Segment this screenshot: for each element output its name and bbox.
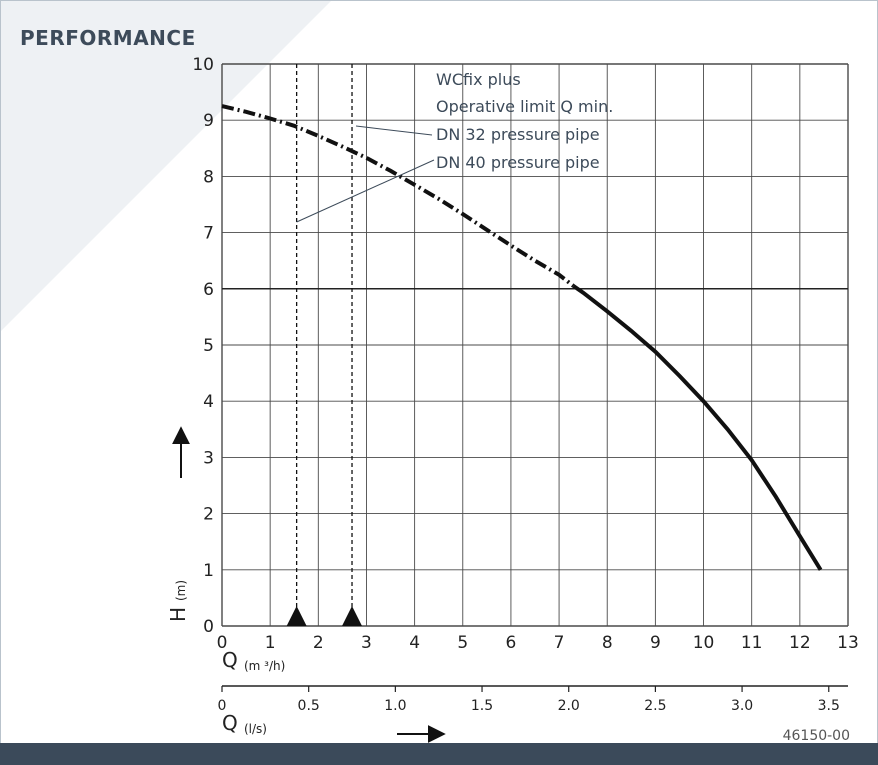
secondary-tick-label: 1.5 [471,698,493,714]
x-tick-label: 7 [554,633,565,653]
secondary-tick-label: 2.0 [558,698,580,714]
legend-dn40: DN 40 pressure pipe [436,153,600,172]
y-tick-label: 9 [203,111,214,131]
x-tick-label: 12 [789,633,811,653]
secondary-tick-label: 0 [218,698,227,714]
leader-dn32 [355,125,433,136]
curve-solid-segment [572,284,823,571]
y-tick-label: 0 [203,617,214,637]
legend: WCfix plus Operative limit Q min. DN 32 … [436,70,613,172]
y-tick-label: 5 [203,336,214,356]
y-axis-symbol: H [166,607,190,622]
x2-axis-symbol: Q [222,711,238,735]
corner-decoration [1,1,331,331]
x-tick-label: 1 [265,633,276,653]
y-tick-label: 4 [203,392,214,412]
x-axis-symbol: Q [222,648,238,672]
legend-leader-lines [296,125,435,223]
secondary-tick-label: 0.5 [298,698,320,714]
operative-limit-lines [286,64,363,626]
y-tick-label: 8 [203,167,214,187]
x-tick-label: 5 [457,633,468,653]
footer-bar [0,743,878,765]
curve-dashed-segment [221,104,575,288]
x-tick-label: 9 [650,633,661,653]
x2-axis-unit: (l/s) [244,722,267,736]
performance-curve [221,104,823,571]
y-tick-label: 3 [203,448,214,468]
x-tick-label: 8 [602,633,613,653]
secondary-tick-label: 3.0 [731,698,753,714]
x-tick-label: 3 [361,633,372,653]
x-tick-label: 13 [837,633,859,653]
y-tick-label: 6 [203,280,214,300]
operative-limit-marker [342,606,363,626]
x-tick-label: 6 [506,633,517,653]
grid [221,63,849,627]
secondary-tick-label: 2.5 [644,698,666,714]
x-axis-unit: (m ³/h) [244,659,285,673]
y-tick-label: 7 [203,224,214,244]
y-tick-label: 10 [192,55,214,75]
y-axis-unit: (m) [174,580,188,601]
x-tick-label: 4 [409,633,420,653]
x-tick-label: 0 [217,633,228,653]
x-tick-label: 10 [693,633,715,653]
y-tick-label: 1 [203,561,214,581]
legend-title: WCfix plus [436,70,521,89]
x-tick-label: 11 [741,633,763,653]
drawing-number: 46150-00 [783,728,850,744]
operative-limit-marker [286,606,307,626]
axis-labels: H (m) Q (m ³/h) Q (l/s) [166,426,446,743]
leader-dn40 [296,159,435,223]
legend-dn32: DN 32 pressure pipe [436,125,600,144]
page-title: PERFORMANCE [20,26,196,50]
secondary-tick-label: 1.0 [384,698,406,714]
y-tick-label: 2 [203,505,214,525]
x-tick-label: 2 [313,633,324,653]
legend-operative-limit: Operative limit Q min. [436,97,613,116]
secondary-tick-label: 3.5 [818,698,840,714]
